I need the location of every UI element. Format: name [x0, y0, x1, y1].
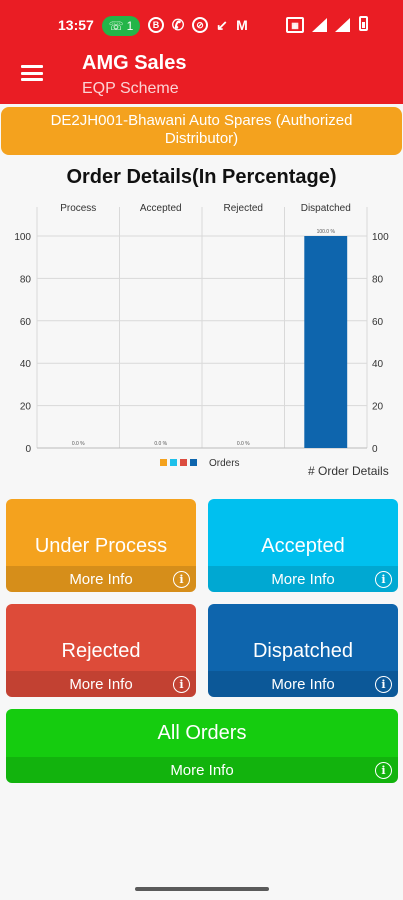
y-tick-label-left: 80	[20, 274, 32, 285]
more-info-link[interactable]: More Info	[6, 566, 196, 592]
more-info-link[interactable]: More Info	[6, 671, 196, 697]
category-label: Rejected	[224, 203, 263, 214]
order-details-link[interactable]: # Order Details	[308, 464, 389, 478]
phone-icon: ☏	[108, 19, 124, 33]
tile-label: Accepted	[261, 535, 345, 557]
tile-label: Under Process	[34, 535, 168, 557]
category-label: Dispatched	[301, 203, 351, 214]
y-tick-label-left: 40	[20, 359, 32, 370]
more-info-label: More Info	[69, 570, 133, 588]
dispatched-tile[interactable]: Dispatched More Info i	[208, 604, 398, 697]
missed-call-icon: ↙	[216, 16, 228, 33]
y-tick-label-left: 0	[25, 444, 31, 455]
more-info-link[interactable]: More Info	[6, 757, 398, 783]
tile-label: Dispatched	[252, 640, 354, 662]
more-info-link[interactable]: More Info	[208, 566, 398, 592]
more-info-label: More Info	[170, 761, 234, 779]
status-time: 13:57	[58, 17, 94, 33]
sim-icon: ▦	[286, 17, 304, 33]
chart-heading: Order Details(In Percentage)	[66, 166, 337, 188]
bar-data-label: 0.0 %	[237, 441, 250, 447]
y-tick-label-right: 40	[372, 359, 384, 370]
chart-legend: Orders	[160, 458, 240, 469]
legend-swatch	[170, 459, 177, 466]
y-tick-label-right: 100	[372, 232, 389, 243]
info-icon[interactable]: i	[375, 676, 392, 693]
app-subtitle: EQP Scheme	[82, 80, 179, 97]
dnd-icon: ⊘	[192, 17, 208, 33]
menu-icon[interactable]	[21, 65, 43, 81]
legend-swatch	[180, 459, 187, 466]
y-tick-label-right: 0	[372, 444, 378, 455]
y-tick-label-right: 20	[372, 402, 384, 413]
rejected-tile[interactable]: Rejected More Info i	[6, 604, 196, 697]
gmail-icon: M	[236, 17, 248, 33]
tile-label: Rejected	[61, 640, 141, 662]
y-tick-label-left: 60	[20, 317, 32, 328]
distributor-banner[interactable]: DE2JH001-Bhawani Auto Spares (Authorized…	[1, 107, 402, 155]
info-icon[interactable]: i	[375, 762, 392, 779]
y-tick-label-left: 100	[14, 232, 31, 243]
info-icon[interactable]: i	[375, 571, 392, 588]
category-label: Process	[60, 203, 96, 214]
y-tick-label-right: 80	[372, 274, 384, 285]
app-header: 13:57 ☏ 1 B ✆ ⊘ ↙ M ▦ AMG Sales EQP Sche…	[0, 0, 403, 104]
bar-data-label: 0.0 %	[154, 441, 167, 447]
status-bar: 13:57 ☏ 1 B ✆ ⊘ ↙ M ▦	[0, 0, 403, 50]
bar	[304, 236, 348, 448]
under-process-tile[interactable]: Under Process More Info i	[6, 499, 196, 592]
more-info-link[interactable]: More Info	[208, 671, 398, 697]
legend-label: Orders	[209, 458, 240, 469]
tile-label: All Orders	[157, 722, 247, 744]
wifi-signal-icon	[312, 18, 327, 32]
more-info-label: More Info	[69, 675, 133, 693]
legend-swatch	[160, 459, 167, 466]
category-label: Accepted	[140, 203, 182, 214]
legend-swatch	[190, 459, 197, 466]
info-icon[interactable]: i	[173, 571, 190, 588]
order-chart: Process Accepted Rejected Dispatched 0 20 40 6…	[14, 203, 389, 455]
y-tick-label-right: 60	[372, 317, 384, 328]
ongoing-call-badge[interactable]: ☏ 1	[102, 16, 140, 36]
app-title: AMG Sales	[82, 52, 187, 74]
home-indicator[interactable]	[135, 887, 269, 891]
more-info-label: More Info	[271, 675, 335, 693]
bar-data-label: 100.0 %	[317, 229, 336, 235]
whatsapp-icon: ✆	[171, 17, 185, 34]
accepted-tile[interactable]: Accepted More Info i	[208, 499, 398, 592]
y-tick-label-left: 20	[20, 402, 32, 413]
cell-signal-icon	[335, 18, 350, 32]
info-icon[interactable]: i	[173, 676, 190, 693]
more-info-label: More Info	[271, 570, 335, 588]
all-orders-tile[interactable]: All Orders More Info i	[6, 709, 398, 783]
call-count: 1	[126, 19, 134, 33]
b-notification-icon: B	[148, 17, 164, 33]
battery-icon	[359, 16, 368, 31]
legend-swatches	[160, 458, 200, 469]
bar-data-label: 0.0 %	[72, 441, 85, 447]
